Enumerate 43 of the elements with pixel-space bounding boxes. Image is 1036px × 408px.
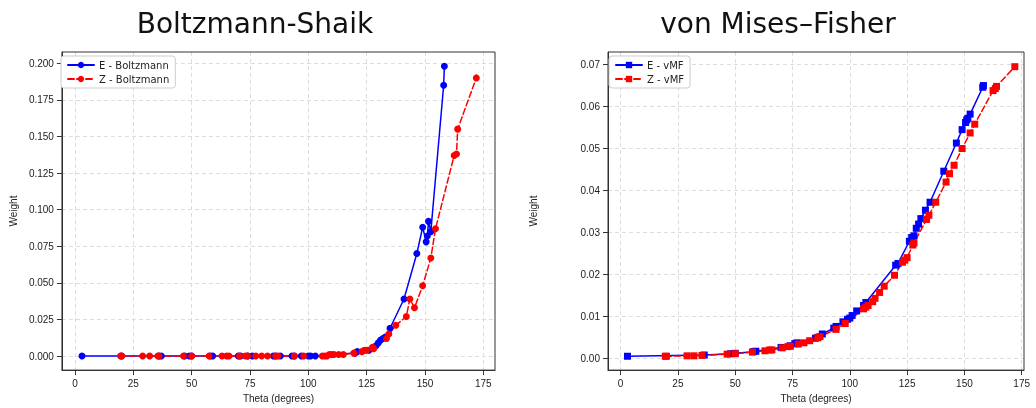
y-tick-label: 0.100: [28, 204, 55, 216]
y-tick-label: 0.075: [28, 240, 55, 252]
x-tick-label: 125: [898, 377, 916, 389]
y-tick-label: 0.200: [28, 57, 55, 69]
y-tick-label: 0.025: [28, 313, 55, 325]
legend-label: E - vMF: [647, 59, 684, 71]
x-tick-label: 125: [358, 377, 376, 389]
x-tick-label: 175: [474, 377, 493, 389]
x-tick-label: 150: [416, 377, 434, 389]
x-axis-title: Theta (degrees): [242, 392, 315, 404]
x-axis-title: Theta (degrees): [780, 392, 852, 404]
x-tick-label: 25: [672, 377, 684, 389]
y-tick-label: 0.07: [580, 59, 601, 71]
y-tick-label: 0.175: [28, 94, 55, 106]
y-tick-label: 0.03: [580, 226, 601, 238]
x-tick-label: 50: [186, 377, 198, 389]
y-tick-label: 0.050: [28, 277, 55, 289]
y-tick-label: 0.05: [580, 143, 601, 155]
x-tick-label: 0: [617, 377, 624, 389]
chart-title: Boltzmann-Shaik: [136, 6, 375, 40]
x-tick-label: 175: [1013, 377, 1031, 389]
y-axis-title: Weight: [527, 195, 539, 227]
x-tick-label: 100: [299, 377, 318, 389]
y-tick-label: 0.04: [580, 184, 601, 196]
legend-label: E - Boltzmann: [99, 59, 169, 71]
y-tick-label: 0.06: [580, 101, 601, 113]
x-tick-label: 75: [244, 377, 256, 389]
x-tick-label: 75: [786, 377, 799, 389]
legend-label: Z - Boltzmann: [99, 73, 170, 85]
x-tick-label: 100: [841, 377, 859, 389]
y-tick-label: 0.01: [580, 310, 601, 322]
y-tick-label: 0.125: [28, 167, 55, 179]
x-tick-label: 150: [956, 377, 974, 389]
y-tick-label: 0.00: [580, 352, 601, 364]
chart-title: von Mises–Fisher: [660, 6, 897, 40]
legend-label: Z - vMF: [647, 73, 685, 85]
y-tick-label: 0.150: [28, 130, 55, 142]
x-tick-label: 50: [729, 377, 742, 389]
y-axis-title: Weight: [7, 195, 19, 227]
y-tick-label: 0.000: [28, 350, 55, 362]
x-tick-label: 25: [127, 377, 140, 389]
y-tick-label: 0.02: [580, 268, 601, 280]
x-tick-label: 0: [72, 377, 79, 389]
